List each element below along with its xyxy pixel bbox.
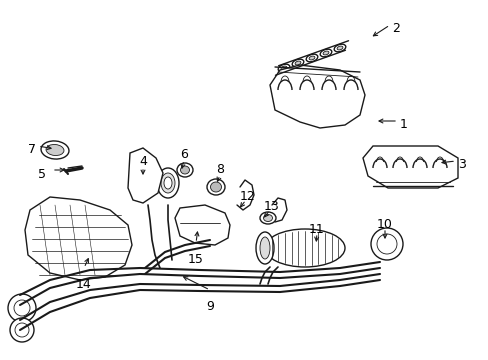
Circle shape	[10, 318, 34, 342]
Ellipse shape	[333, 44, 345, 52]
Ellipse shape	[294, 61, 300, 65]
Ellipse shape	[161, 173, 175, 193]
Ellipse shape	[177, 163, 193, 177]
Polygon shape	[25, 197, 132, 280]
Ellipse shape	[263, 215, 272, 221]
Ellipse shape	[157, 168, 179, 198]
Polygon shape	[269, 65, 364, 128]
Text: 13: 13	[264, 200, 279, 213]
Text: 11: 11	[308, 223, 324, 236]
Circle shape	[376, 234, 396, 254]
Text: 7: 7	[28, 143, 36, 156]
Ellipse shape	[163, 177, 172, 189]
Circle shape	[15, 323, 29, 337]
Text: 4: 4	[139, 155, 146, 168]
Ellipse shape	[260, 237, 269, 259]
Circle shape	[8, 294, 36, 322]
Polygon shape	[175, 205, 229, 245]
Ellipse shape	[260, 212, 275, 224]
Ellipse shape	[323, 51, 328, 55]
Text: 9: 9	[205, 300, 214, 313]
Text: 1: 1	[399, 118, 407, 131]
Ellipse shape	[256, 232, 273, 264]
Polygon shape	[362, 146, 457, 188]
Text: 3: 3	[457, 158, 465, 171]
Ellipse shape	[308, 56, 314, 60]
Ellipse shape	[292, 59, 303, 67]
Text: 10: 10	[376, 218, 392, 231]
Text: 2: 2	[391, 22, 399, 35]
Text: 15: 15	[188, 253, 203, 266]
Ellipse shape	[264, 229, 345, 267]
Ellipse shape	[310, 238, 325, 258]
Text: 8: 8	[216, 163, 224, 176]
Ellipse shape	[281, 66, 286, 70]
Ellipse shape	[278, 64, 289, 72]
Ellipse shape	[206, 179, 224, 195]
Text: 5: 5	[38, 168, 46, 181]
Circle shape	[370, 228, 402, 260]
Ellipse shape	[180, 166, 189, 174]
Ellipse shape	[41, 141, 69, 159]
Polygon shape	[128, 148, 163, 203]
Circle shape	[14, 300, 30, 316]
Ellipse shape	[320, 49, 331, 57]
Text: 12: 12	[240, 190, 255, 203]
Ellipse shape	[336, 46, 342, 50]
Ellipse shape	[46, 144, 64, 156]
Text: 14: 14	[76, 278, 92, 291]
Ellipse shape	[313, 242, 321, 255]
Text: 6: 6	[180, 148, 187, 161]
Ellipse shape	[305, 54, 317, 62]
Ellipse shape	[210, 182, 221, 192]
